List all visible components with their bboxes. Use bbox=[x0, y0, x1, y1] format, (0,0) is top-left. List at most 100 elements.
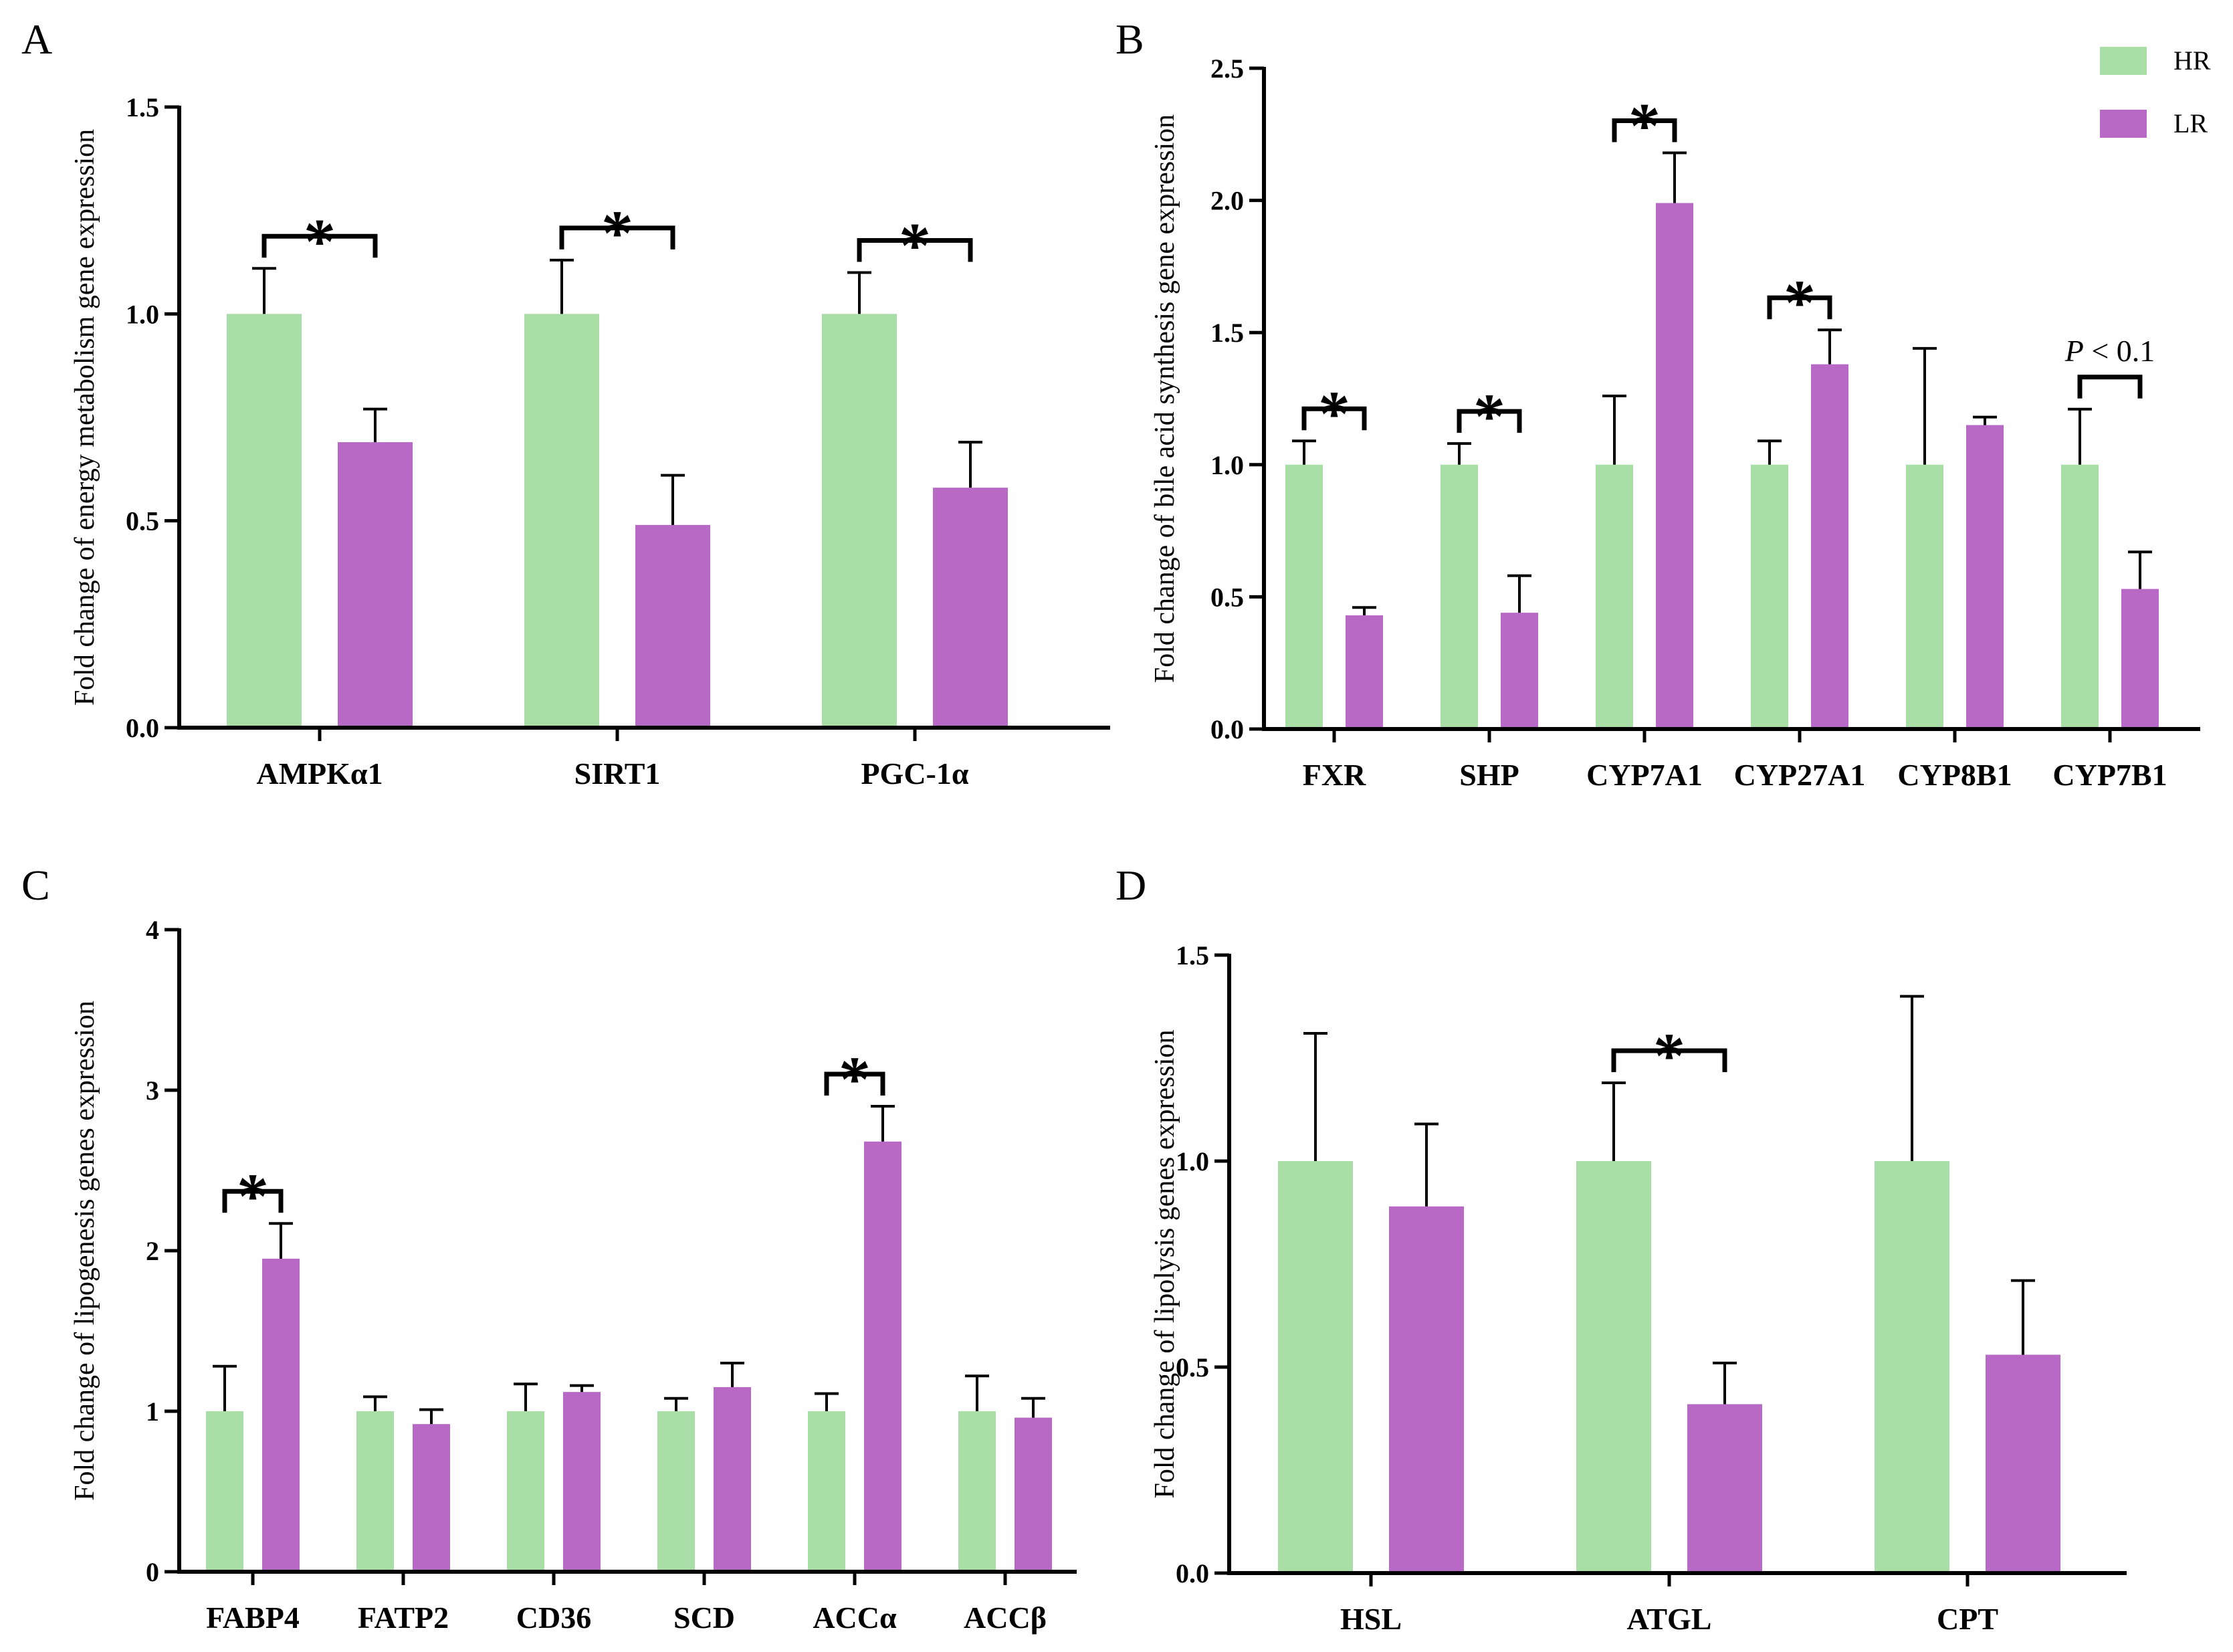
bar-hr-shp bbox=[1441, 464, 1478, 729]
y-tick-label: 0.5 bbox=[1210, 582, 1244, 612]
y-tick-label: 0.5 bbox=[1176, 1352, 1209, 1382]
significance-star: * bbox=[1628, 90, 1661, 161]
bar-hr-cyp7a1 bbox=[1596, 464, 1633, 729]
significance-bracket bbox=[857, 237, 973, 262]
significance-star: * bbox=[1318, 378, 1350, 449]
bar-lr-cyp27a1 bbox=[1811, 364, 1848, 729]
x-tick-label: CYP8B1 bbox=[1897, 758, 2012, 792]
significance-bracket bbox=[1612, 118, 1677, 142]
significance-bracket bbox=[1767, 295, 1832, 320]
y-tick-label: 1.5 bbox=[1210, 318, 1244, 348]
significance-star: * bbox=[899, 209, 931, 281]
bar-hr-ampkα1 bbox=[227, 314, 302, 728]
bar-lr-scd bbox=[714, 1387, 751, 1572]
bar-hr-accβ bbox=[958, 1411, 996, 1572]
y-tick-label: 2.0 bbox=[1210, 186, 1244, 216]
y-tick-label: 1.5 bbox=[1176, 940, 1209, 970]
legend-label-hr: HR bbox=[2173, 45, 2211, 76]
panel-a: A 0.0 0.5 1.0 1.5 AMPKα1 SIRT1 PGC-1α Fold chang… bbox=[21, 15, 1110, 791]
x-tick-label: FABP4 bbox=[206, 1601, 300, 1635]
significance-bracket bbox=[559, 225, 675, 249]
x-tick-label: HSL bbox=[1340, 1602, 1402, 1636]
x-tick-label: SCD bbox=[673, 1601, 735, 1635]
x-tick-label: CYP27A1 bbox=[1734, 758, 1866, 792]
y-tick-label: 0.5 bbox=[126, 506, 159, 536]
y-tick-label: 2 bbox=[146, 1236, 159, 1266]
panel-letter: B bbox=[1115, 15, 1144, 63]
y-tick-label: 0.0 bbox=[126, 713, 159, 743]
significance-star: * bbox=[601, 197, 633, 269]
x-tick-label: ACCα bbox=[813, 1601, 897, 1635]
y-tick-label: 1.0 bbox=[1210, 450, 1244, 480]
bar-lr-fatp2 bbox=[413, 1424, 450, 1572]
significance-star: * bbox=[839, 1043, 871, 1115]
x-tick-label: CD36 bbox=[516, 1601, 591, 1635]
bar-lr-fxr bbox=[1346, 615, 1383, 729]
significance-star: * bbox=[1473, 381, 1505, 452]
bar-hr-hsl bbox=[1278, 1161, 1353, 1573]
y-tick-label: 1.0 bbox=[126, 299, 159, 329]
panel-d: D 0.0 0.5 1.0 1.5 HSL ATGL CPT Fold change of li… bbox=[1115, 861, 2127, 1636]
bar-lr-sirt1 bbox=[635, 524, 710, 728]
bar-hr-pgc-1α bbox=[822, 314, 897, 728]
y-tick-label: 4 bbox=[146, 915, 159, 945]
x-tick-label: CYP7A1 bbox=[1586, 758, 1703, 792]
y-tick-label: 0.0 bbox=[1210, 714, 1244, 744]
x-tick-label: ATGL bbox=[1627, 1602, 1712, 1636]
y-axis-label: Fold change of energy metabolism gene ex… bbox=[70, 129, 100, 706]
panel-letter: D bbox=[1115, 861, 1146, 909]
panel-letter: C bbox=[21, 861, 50, 909]
x-tick-label: FATP2 bbox=[358, 1601, 449, 1635]
x-tick-label: AMPKα1 bbox=[256, 756, 383, 791]
panel-c: C 0 1 2 3 4 FABP4 FATP2 CD36 SCD ACCα ACCβ Fold chan… bbox=[21, 861, 1077, 1635]
panel-b: B 0.0 0.5 1.0 1.5 2.0 2.5 FXR SHP CYP7A1 CYP27A1 CY… bbox=[1115, 15, 2200, 792]
significance-star: * bbox=[304, 205, 336, 277]
x-tick-label: CPT bbox=[1937, 1602, 1998, 1636]
bar-hr-scd bbox=[657, 1411, 695, 1572]
bar-lr-cyp7a1 bbox=[1656, 203, 1693, 729]
bar-hr-cyp7b1 bbox=[2061, 464, 2099, 729]
y-axis-label: Fold change of lipogenesis genes express… bbox=[70, 1001, 100, 1501]
bar-hr-atgl bbox=[1576, 1161, 1651, 1573]
significance-star: * bbox=[1784, 267, 1816, 338]
bar-hr-accα bbox=[808, 1411, 845, 1572]
bar-lr-ampkα1 bbox=[338, 442, 413, 728]
bar-lr-cyp8b1 bbox=[1966, 425, 2004, 729]
y-tick-label: 3 bbox=[146, 1075, 159, 1106]
legend-swatch-hr bbox=[2100, 47, 2147, 75]
bar-hr-fxr bbox=[1285, 464, 1323, 729]
p-value-annotation: P < 0.1 bbox=[2064, 334, 2155, 368]
x-tick-label: SHP bbox=[1459, 758, 1519, 792]
bar-lr-accα bbox=[864, 1141, 901, 1572]
y-tick-label: 1.5 bbox=[126, 92, 159, 122]
bar-lr-cyp7b1 bbox=[2121, 589, 2159, 729]
bar-lr-fabp4 bbox=[262, 1259, 300, 1572]
significance-bracket bbox=[2077, 375, 2143, 399]
significance-bracket bbox=[261, 233, 378, 258]
bar-lr-hsl bbox=[1389, 1206, 1464, 1573]
y-tick-label: 0.0 bbox=[1176, 1558, 1209, 1588]
significance-bracket bbox=[222, 1189, 284, 1213]
bar-hr-cd36 bbox=[507, 1411, 544, 1572]
bar-lr-pgc-1α bbox=[933, 488, 1008, 728]
panel-letter: A bbox=[21, 15, 52, 63]
significance-star: * bbox=[1653, 1020, 1685, 1092]
bar-hr-fatp2 bbox=[356, 1411, 394, 1572]
x-tick-label: ACCβ bbox=[964, 1601, 1047, 1635]
significance-bracket bbox=[1611, 1048, 1727, 1072]
x-tick-label: FXR bbox=[1303, 758, 1366, 792]
legend-swatch-lr bbox=[2100, 110, 2147, 138]
x-tick-label: SIRT1 bbox=[574, 756, 661, 791]
y-tick-label: 0 bbox=[146, 1557, 159, 1587]
y-tick-label: 2.5 bbox=[1210, 54, 1244, 84]
x-tick-label: PGC-1α bbox=[861, 756, 968, 791]
bar-hr-cyp8b1 bbox=[1906, 464, 1943, 729]
bar-lr-cpt bbox=[1986, 1354, 2060, 1573]
bar-hr-cpt bbox=[1875, 1161, 1949, 1573]
significance-bracket bbox=[824, 1071, 885, 1096]
bar-lr-cd36 bbox=[563, 1392, 601, 1572]
bar-hr-fabp4 bbox=[206, 1411, 243, 1572]
legend: HR LR bbox=[2100, 45, 2211, 138]
legend-label-lr: LR bbox=[2173, 108, 2208, 138]
